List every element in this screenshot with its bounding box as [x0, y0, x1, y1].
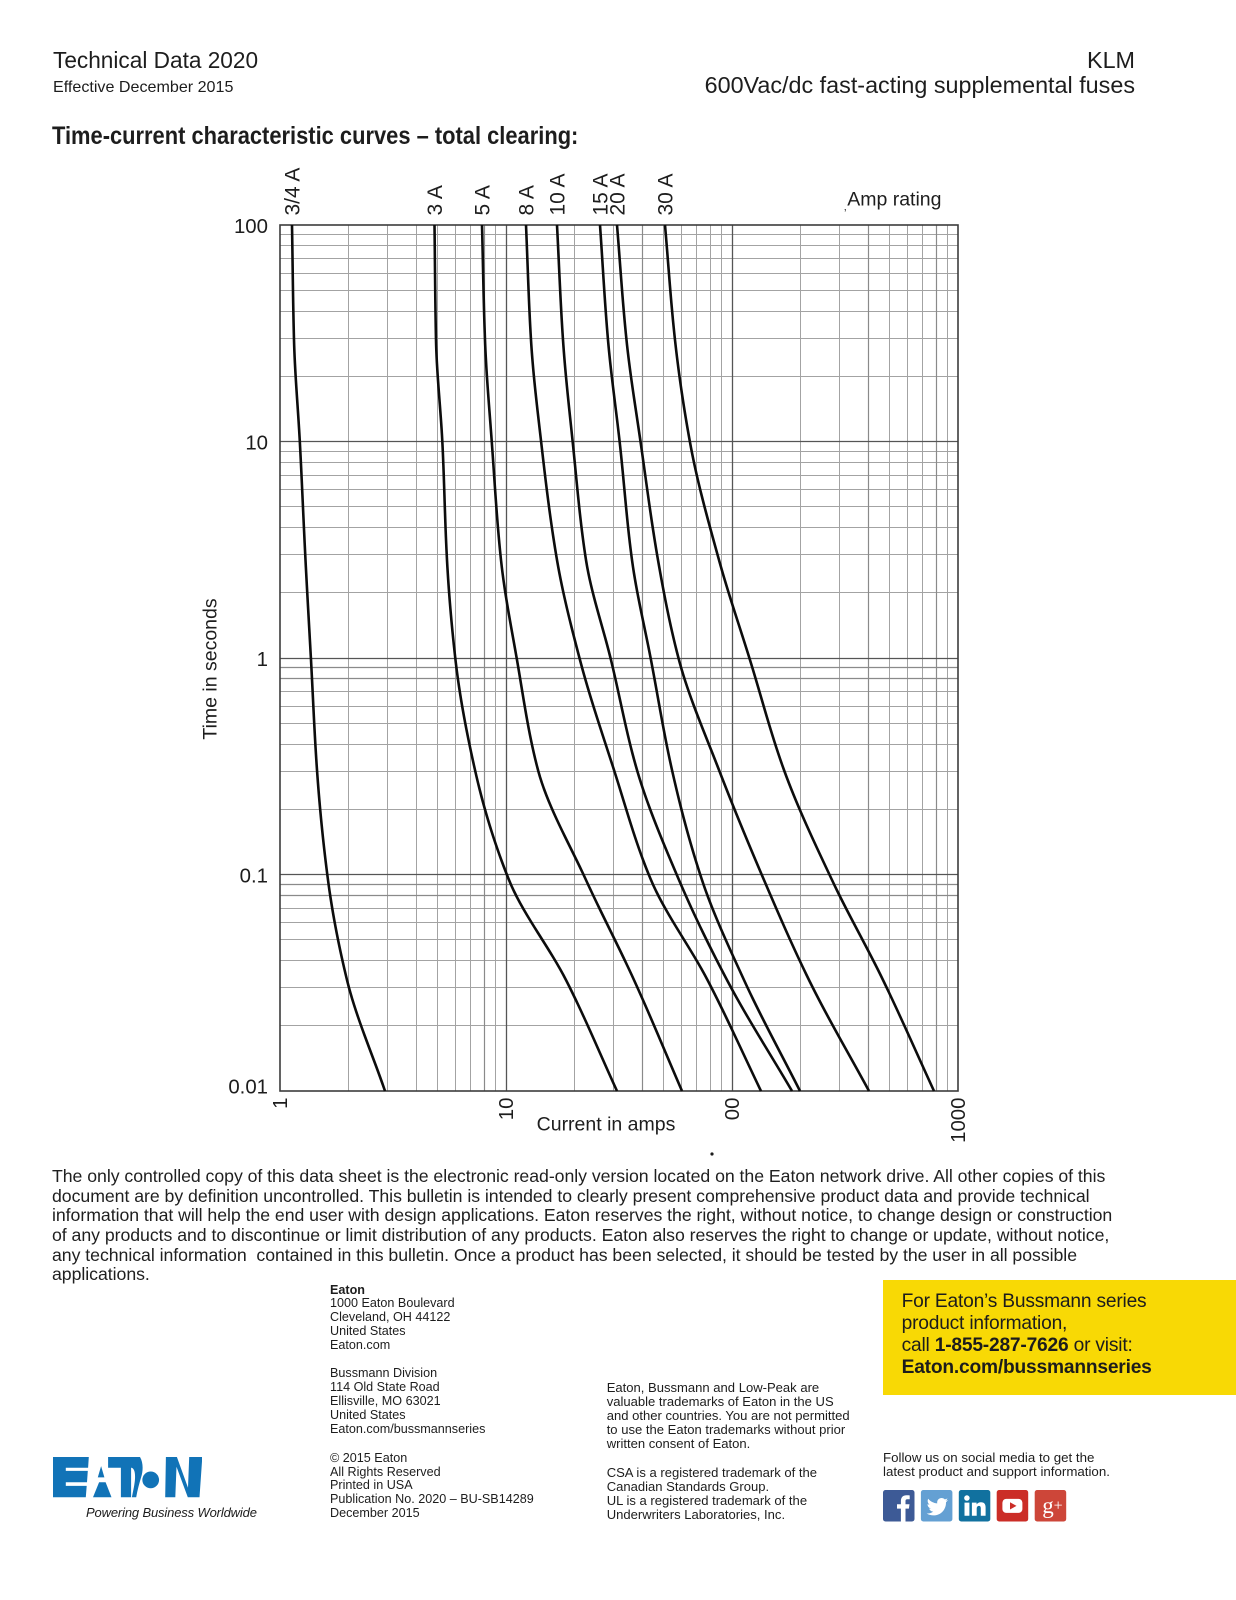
svg-text:15 A: 15 A	[589, 173, 612, 215]
svg-text:20 A: 20 A	[606, 173, 629, 215]
svg-text:3 A: 3 A	[424, 185, 447, 215]
svg-text:10: 10	[496, 1098, 518, 1121]
svg-text:0.1: 0.1	[240, 866, 268, 888]
svg-text:1000: 1000	[948, 1098, 970, 1143]
svg-text:00: 00	[722, 1098, 744, 1121]
svg-text:3/4 A: 3/4 A	[281, 168, 304, 216]
svg-text:100: 100	[234, 216, 268, 238]
svg-text:1: 1	[257, 649, 268, 671]
svg-text:g: g	[1042, 1493, 1054, 1518]
svg-text:Time in seconds: Time in seconds	[200, 598, 222, 740]
svg-text:10: 10	[245, 433, 268, 455]
svg-text:5 A: 5 A	[471, 185, 494, 215]
svg-text:Current in amps: Current in amps	[537, 1114, 676, 1136]
svg-text:30 A: 30 A	[654, 173, 677, 215]
svg-text:+: +	[1053, 1497, 1062, 1514]
svg-text:’: ’	[844, 208, 846, 220]
svg-text:8 A: 8 A	[515, 185, 538, 215]
svg-text:10 A: 10 A	[546, 173, 569, 215]
svg-text:0.01: 0.01	[228, 1077, 268, 1099]
svg-text:Amp rating: Amp rating	[847, 189, 941, 211]
svg-text:1: 1	[270, 1098, 292, 1109]
